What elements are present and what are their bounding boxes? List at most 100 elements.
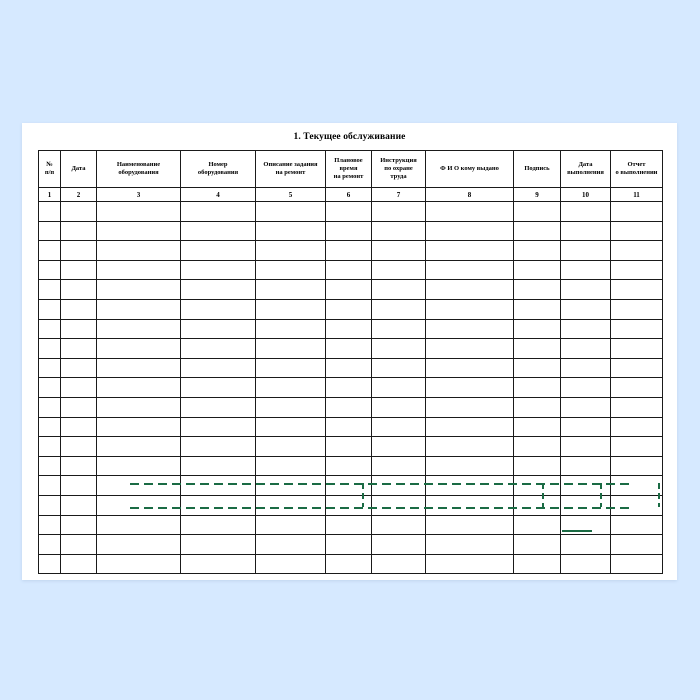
table-row[interactable] (38, 357, 663, 379)
table-cell-col-9[interactable] (513, 396, 561, 418)
table-cell-col-8[interactable] (425, 201, 514, 222)
table-cell-col-3[interactable] (96, 318, 181, 340)
table-cell-col-8[interactable] (425, 436, 514, 457)
table-cell-col-7[interactable] (371, 455, 426, 477)
table-cell-col-9[interactable] (513, 475, 561, 496)
table-cell-col-7[interactable] (371, 240, 426, 261)
table-cell-col-8[interactable] (425, 338, 514, 359)
table-cell-col-7[interactable] (371, 259, 426, 281)
table-cell-col-10[interactable] (560, 357, 611, 379)
table-cell-col-10[interactable] (560, 396, 611, 418)
table-cell-col-7[interactable] (371, 377, 426, 398)
table-cell-col-10[interactable] (560, 318, 611, 340)
table-cell-col-10[interactable] (560, 220, 611, 242)
table-cell-col-11[interactable] (610, 201, 663, 222)
table-cell-col-2[interactable] (60, 436, 97, 457)
table-cell-col-11[interactable] (610, 357, 663, 379)
table-cell-col-5[interactable] (255, 396, 326, 418)
table-cell-col-8[interactable] (425, 377, 514, 398)
table-cell-col-7[interactable] (371, 396, 426, 418)
table-cell-col-3[interactable] (96, 377, 181, 398)
table-cell-col-4[interactable] (180, 534, 256, 555)
table-cell-col-2[interactable] (60, 279, 97, 300)
table-cell-col-5[interactable] (255, 338, 326, 359)
table-cell-col-9[interactable] (513, 553, 561, 575)
table-cell-col-11[interactable] (610, 338, 663, 359)
table-cell-col-6[interactable] (325, 357, 372, 379)
table-cell-col-11[interactable] (610, 494, 663, 516)
table-row[interactable] (38, 220, 663, 242)
table-cell-col-1[interactable] (38, 318, 61, 340)
table-cell-col-2[interactable] (60, 338, 97, 359)
table-cell-col-6[interactable] (325, 494, 372, 516)
table-cell-col-6[interactable] (325, 396, 372, 418)
table-cell-col-4[interactable] (180, 436, 256, 457)
table-cell-col-2[interactable] (60, 514, 97, 536)
table-cell-col-5[interactable] (255, 240, 326, 261)
table-cell-col-10[interactable] (560, 534, 611, 555)
table-cell-col-3[interactable] (96, 279, 181, 300)
table-cell-col-8[interactable] (425, 259, 514, 281)
table-cell-col-2[interactable] (60, 396, 97, 418)
table-cell-col-4[interactable] (180, 298, 256, 320)
table-cell-col-7[interactable] (371, 338, 426, 359)
table-cell-col-7[interactable] (371, 416, 426, 438)
table-cell-col-6[interactable] (325, 455, 372, 477)
table-cell-col-8[interactable] (425, 494, 514, 516)
table-cell-col-8[interactable] (425, 298, 514, 320)
table-cell-col-3[interactable] (96, 416, 181, 438)
table-cell-col-2[interactable] (60, 534, 97, 555)
table-cell-col-5[interactable] (255, 455, 326, 477)
table-cell-col-5[interactable] (255, 259, 326, 281)
table-row[interactable] (38, 455, 663, 477)
table-cell-col-9[interactable] (513, 416, 561, 438)
table-cell-col-7[interactable] (371, 534, 426, 555)
table-cell-col-1[interactable] (38, 259, 61, 281)
table-cell-col-5[interactable] (255, 534, 326, 555)
table-cell-col-9[interactable] (513, 455, 561, 477)
table-cell-col-2[interactable] (60, 201, 97, 222)
table-cell-col-5[interactable] (255, 514, 326, 536)
table-cell-col-6[interactable] (325, 416, 372, 438)
table-cell-col-1[interactable] (38, 396, 61, 418)
table-cell-col-1[interactable] (38, 279, 61, 300)
table-cell-col-11[interactable] (610, 455, 663, 477)
table-cell-col-1[interactable] (38, 357, 61, 379)
table-cell-col-5[interactable] (255, 436, 326, 457)
table-cell-col-11[interactable] (610, 436, 663, 457)
table-cell-col-7[interactable] (371, 357, 426, 379)
table-cell-col-4[interactable] (180, 396, 256, 418)
table-cell-col-1[interactable] (38, 220, 61, 242)
table-cell-col-9[interactable] (513, 436, 561, 457)
table-cell-col-11[interactable] (610, 240, 663, 261)
table-cell-col-3[interactable] (96, 553, 181, 575)
table-cell-col-3[interactable] (96, 455, 181, 477)
table-cell-col-3[interactable] (96, 259, 181, 281)
table-cell-col-2[interactable] (60, 553, 97, 575)
table-cell-col-7[interactable] (371, 318, 426, 340)
table-cell-col-11[interactable] (610, 318, 663, 340)
table-row[interactable] (38, 514, 663, 536)
table-row[interactable] (38, 279, 663, 300)
table-cell-col-2[interactable] (60, 455, 97, 477)
table-cell-col-6[interactable] (325, 220, 372, 242)
table-cell-col-1[interactable] (38, 298, 61, 320)
table-row[interactable] (38, 436, 663, 457)
table-cell-col-3[interactable] (96, 201, 181, 222)
table-cell-col-1[interactable] (38, 475, 61, 496)
table-cell-col-11[interactable] (610, 475, 663, 496)
table-cell-col-3[interactable] (96, 298, 181, 320)
table-cell-col-8[interactable] (425, 553, 514, 575)
table-cell-col-10[interactable] (560, 514, 611, 536)
table-cell-col-4[interactable] (180, 553, 256, 575)
table-cell-col-10[interactable] (560, 416, 611, 438)
table-row[interactable] (38, 534, 663, 555)
table-cell-col-5[interactable] (255, 494, 326, 516)
table-cell-col-3[interactable] (96, 436, 181, 457)
table-row[interactable] (38, 240, 663, 261)
table-cell-col-11[interactable] (610, 220, 663, 242)
table-cell-col-4[interactable] (180, 220, 256, 242)
table-cell-col-8[interactable] (425, 455, 514, 477)
table-row[interactable] (38, 259, 663, 281)
table-cell-col-9[interactable] (513, 259, 561, 281)
